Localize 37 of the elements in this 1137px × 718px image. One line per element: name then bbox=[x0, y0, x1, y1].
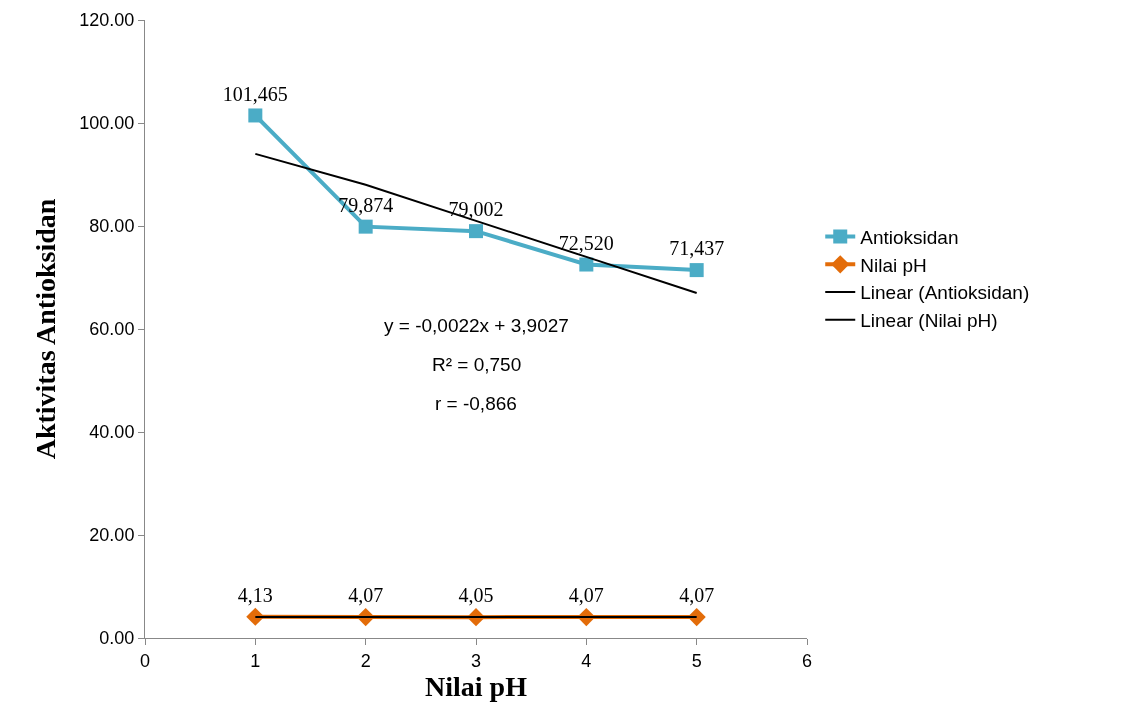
data-label: 71,437 bbox=[669, 237, 725, 260]
annotation: y = -0,0022x + 3,9027 bbox=[384, 315, 569, 336]
legend-label: Nilai pH bbox=[860, 254, 927, 276]
point bbox=[469, 224, 483, 239]
point bbox=[579, 257, 594, 272]
x-tick-label: 1 bbox=[250, 650, 261, 671]
y-tick-label: 40.00 bbox=[89, 422, 135, 443]
data-label: 4,13 bbox=[237, 583, 273, 606]
legend-label: Antioksidan bbox=[860, 227, 959, 249]
y-tick-label: 80.00 bbox=[89, 216, 135, 237]
point bbox=[248, 108, 263, 123]
y-axis-title: Aktivitas Antioksidan bbox=[30, 198, 62, 460]
legend-label: Linear (Nilai pH) bbox=[860, 310, 998, 332]
y-tick-label: 20.00 bbox=[89, 525, 135, 546]
point bbox=[689, 263, 704, 278]
data-label: 72,520 bbox=[558, 231, 614, 254]
x-tick-label: 4 bbox=[581, 650, 592, 671]
data-label: 4,07 bbox=[568, 584, 604, 607]
x-tick-label: 3 bbox=[470, 650, 482, 671]
y-tick-label: 120.00 bbox=[79, 10, 135, 31]
x-tick-label: 0 bbox=[139, 650, 151, 671]
x-axis-title: Nilai pH bbox=[425, 670, 528, 702]
y-tick-label: 60.00 bbox=[89, 319, 135, 340]
annotation: r = -0,866 bbox=[435, 393, 517, 414]
point bbox=[358, 219, 373, 234]
annotation: R² = 0,750 bbox=[432, 354, 522, 375]
y-tick-label: 0.00 bbox=[99, 628, 135, 649]
data-label: 4,05 bbox=[458, 584, 494, 607]
data-label: 4,07 bbox=[679, 584, 715, 607]
x-tick-label: 6 bbox=[801, 650, 813, 671]
data-label: 101,465 bbox=[222, 82, 288, 105]
data-label: 4,07 bbox=[348, 584, 384, 607]
x-tick-label: 2 bbox=[360, 650, 371, 671]
y-tick-label: 100.00 bbox=[79, 113, 135, 134]
x-tick-label: 5 bbox=[691, 650, 702, 671]
data-label: 79,002 bbox=[448, 198, 504, 221]
legend-label: Linear (Antioksidan) bbox=[860, 282, 1030, 304]
